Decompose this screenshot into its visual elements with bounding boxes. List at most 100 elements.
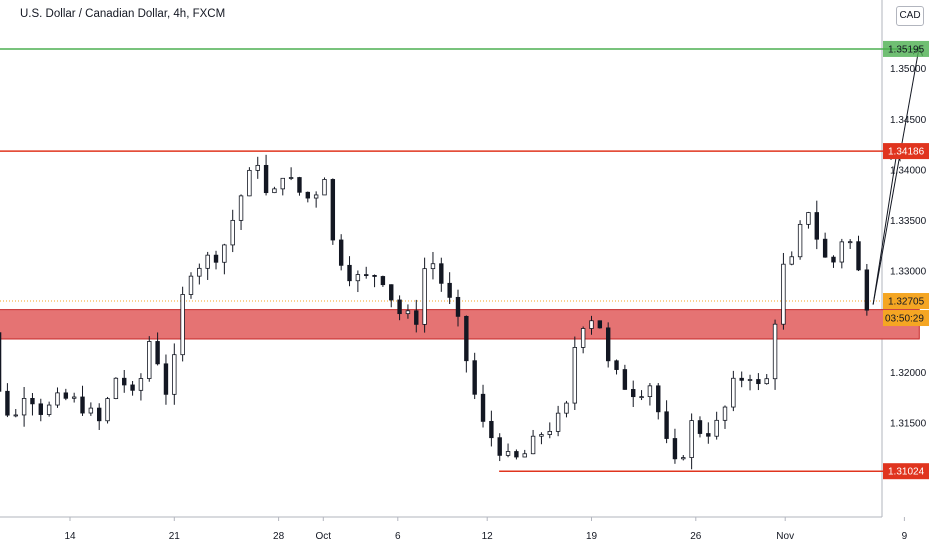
bearish-candle: [497, 433, 502, 462]
candle-body: [497, 437, 502, 456]
candle-body: [230, 219, 235, 246]
candle-body: [731, 377, 736, 408]
candle-body: [255, 164, 260, 171]
candle-body: [697, 420, 703, 434]
candle-body: [172, 354, 177, 395]
price-tick-label: 1.34000: [890, 165, 927, 176]
candle-body: [63, 392, 69, 399]
candle-body: [88, 407, 94, 414]
bullish-candle: [197, 263, 202, 285]
bullish-candle: [430, 251, 436, 280]
candle-body: [614, 360, 619, 370]
bearish-candle: [163, 354, 169, 405]
bearish-candle: [97, 403, 102, 430]
bearish-candle: [672, 428, 678, 464]
candle-body: [739, 377, 744, 381]
candle-body: [71, 396, 77, 399]
candle-body: [414, 310, 419, 325]
time-tick-label: 9: [902, 531, 908, 542]
bullish-candle: [781, 252, 786, 330]
candle-body: [347, 264, 352, 282]
candle-body: [489, 420, 494, 439]
bullish-candle: [255, 156, 260, 179]
bullish-candle: [797, 220, 803, 260]
bearish-candle: [305, 191, 311, 203]
candle-body: [714, 419, 719, 437]
bullish-candle: [539, 432, 544, 445]
bearish-candle: [0, 332, 2, 392]
candle-body: [80, 396, 85, 414]
bearish-candle: [380, 275, 386, 287]
bullish-candle: [272, 186, 277, 194]
candle-body: [55, 392, 60, 406]
candle-body: [213, 254, 219, 263]
bearish-candle: [739, 371, 744, 388]
candle-body: [514, 451, 519, 458]
bearish-candle: [605, 322, 611, 368]
bearish-candle: [464, 315, 469, 373]
candle-body: [555, 412, 561, 432]
bearish-candle: [347, 256, 352, 287]
bearish-candle: [389, 284, 394, 308]
candle-body: [113, 377, 119, 400]
candle-body: [30, 398, 35, 405]
candle-body: [530, 435, 536, 455]
candle-body: [756, 379, 761, 385]
bullish-candle: [589, 315, 594, 335]
candle-body: [522, 453, 527, 458]
candle-body: [138, 378, 144, 391]
candle-body: [5, 390, 10, 416]
bearish-candle: [330, 178, 336, 245]
candle-body: [472, 360, 477, 395]
candle-body: [464, 315, 469, 362]
bullish-candle: [188, 272, 194, 299]
candle-body: [21, 398, 27, 416]
bearish-candle: [631, 380, 636, 407]
bullish-candle: [422, 257, 427, 333]
bullish-candle: [564, 400, 569, 418]
candle-body: [831, 256, 836, 263]
price-tick-label: 1.33500: [890, 216, 927, 227]
candle-body: [439, 263, 444, 284]
candle-body: [706, 433, 711, 437]
bullish-candle: [46, 401, 52, 417]
bearish-candle: [831, 255, 836, 268]
candle-body: [747, 379, 753, 381]
candle-body: [180, 294, 185, 356]
candle-body: [46, 404, 52, 415]
candle-body: [455, 296, 461, 317]
bearish-candle: [697, 416, 703, 438]
time-tick-label: Nov: [776, 531, 794, 542]
bearish-candle: [622, 364, 628, 390]
time-tick-label: 6: [395, 531, 401, 542]
candle-body: [480, 393, 486, 422]
bearish-candle: [822, 232, 828, 258]
bearish-candle: [439, 257, 444, 292]
candle-body: [297, 177, 302, 193]
candle-body: [430, 263, 436, 270]
bearish-candle: [597, 320, 603, 329]
candle-body: [580, 328, 586, 348]
candle-body: [272, 188, 277, 194]
candle-body: [664, 411, 669, 439]
level-price-label: 1.34186: [888, 147, 925, 158]
candle-body: [505, 451, 511, 456]
bullish-candle: [555, 405, 561, 437]
bearish-candle: [263, 154, 269, 196]
currency-badge[interactable]: CAD: [896, 6, 924, 26]
bullish-candle: [806, 211, 811, 229]
level-price-tag: [883, 143, 929, 160]
price-tick-label: 1.31500: [890, 419, 927, 430]
bearish-candle: [706, 422, 711, 444]
bullish-candle: [731, 370, 736, 412]
candle-body: [105, 398, 110, 422]
bullish-candle: [764, 374, 769, 385]
bearish-candle: [38, 398, 43, 422]
bearish-candle: [30, 393, 35, 416]
candle-body: [355, 274, 361, 282]
candle-body: [397, 299, 402, 315]
candle-body: [639, 396, 644, 399]
candle-body: [247, 169, 252, 197]
